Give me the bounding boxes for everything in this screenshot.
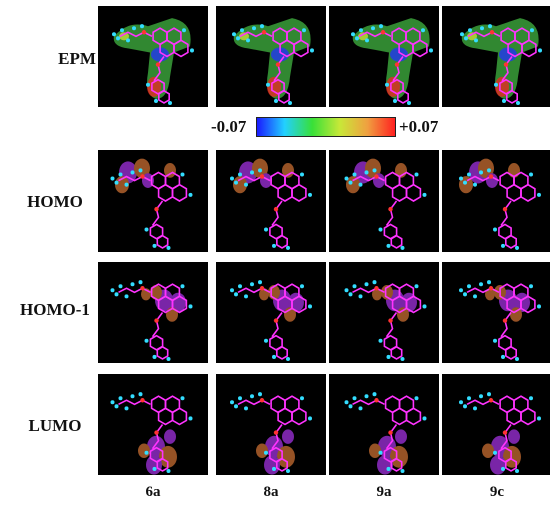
row-label-lumo: LUMO (28, 416, 82, 435)
molecule-render (112, 18, 194, 105)
molecule-render (344, 392, 427, 475)
panel-homo-9a (329, 150, 439, 252)
panel-homo-1-8a (216, 262, 326, 363)
scale-min-label: -0.07 (211, 117, 247, 136)
panel-lumo-6a (98, 374, 208, 475)
panel-epm-9a (329, 6, 439, 107)
panel-homo-1-6a (98, 262, 208, 363)
panel-lumo-9c (442, 374, 550, 475)
panel-epm-8a (216, 6, 326, 107)
scale-max-label: +0.07 (399, 117, 439, 136)
molecule-render (230, 158, 312, 250)
column-label-8a: 8a (263, 484, 279, 500)
molecule-render (344, 280, 427, 361)
column-label-6a: 6a (145, 484, 161, 500)
row-label-homo: HOMO (27, 192, 83, 211)
molecule-render (110, 392, 193, 475)
row-label-epm: EPM (58, 49, 96, 68)
molecule-render (230, 280, 312, 361)
column-label-9c: 9c (489, 484, 505, 500)
molecule-render (344, 158, 427, 250)
column-label-9a: 9a (376, 484, 392, 500)
molecule-render (460, 18, 542, 105)
panel-homo-1-9a (329, 262, 439, 363)
molecule-render (230, 392, 312, 475)
molecule-render (232, 18, 314, 105)
panel-homo-1-9c (442, 262, 550, 363)
molecule-render (459, 392, 541, 475)
panel-lumo-8a (216, 374, 326, 475)
panel-homo-9c (442, 150, 550, 252)
panel-homo-8a (216, 150, 326, 252)
molecule-render (459, 280, 541, 361)
panel-lumo-9a (329, 374, 439, 475)
molecule-render (351, 18, 433, 105)
panel-epm-9c (442, 6, 550, 107)
panel-homo-6a (98, 150, 208, 252)
panel-epm-6a (98, 6, 208, 107)
molecule-render (459, 158, 541, 250)
color-scale-bar (256, 117, 396, 137)
molecule-render (110, 158, 193, 250)
molecule-render (110, 280, 193, 361)
row-label-homo-1: HOMO-1 (20, 300, 90, 319)
